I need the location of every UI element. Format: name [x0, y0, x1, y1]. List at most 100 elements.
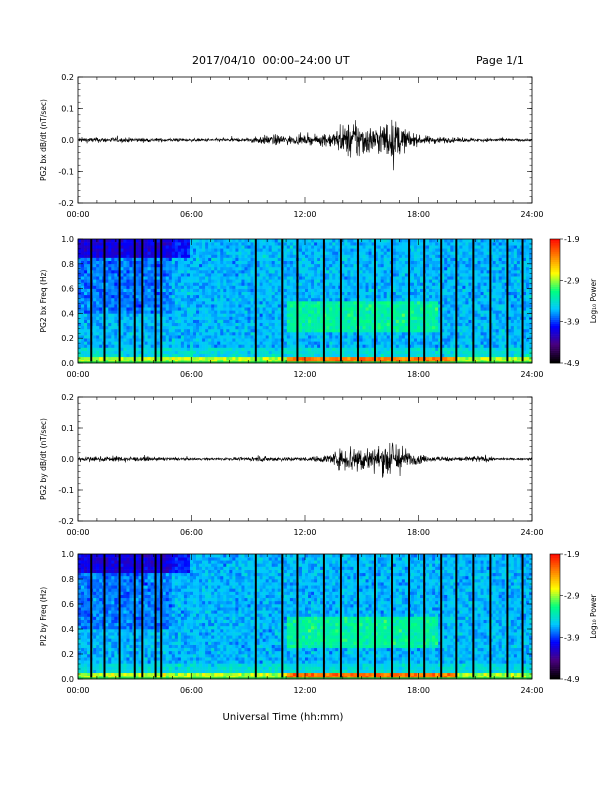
spectrogram-cell: [202, 304, 206, 308]
spectrogram-cell: [199, 254, 203, 258]
spectrogram-cell: [416, 335, 421, 339]
spectrogram-cell: [171, 338, 176, 342]
spectrogram-cell: [168, 297, 173, 302]
spectrogram-cell: [438, 332, 442, 336]
spectrogram-cell: [223, 276, 227, 280]
spectrogram-cell: [226, 344, 230, 348]
spectrogram-cell: [165, 251, 170, 255]
spectrogram-cell: [341, 301, 345, 305]
spectrogram-cell: [380, 353, 384, 358]
spectrogram-cell: [238, 242, 242, 246]
spectrogram-cell: [320, 304, 324, 308]
spectrogram-cell: [214, 242, 218, 246]
spectrogram-cell: [244, 266, 248, 271]
spectrogram-cell: [250, 285, 254, 289]
spectrogram-cell: [314, 332, 318, 336]
spectrogram-cell: [229, 356, 233, 361]
spectrogram-cell: [123, 310, 127, 314]
spectrogram-cell: [386, 313, 391, 317]
spectrogram-cell: [96, 310, 100, 314]
spectrogram-cell: [335, 273, 339, 277]
spectrogram-cell: [341, 332, 345, 336]
spectrogram-cell: [93, 242, 97, 246]
spectrogram-cell: [377, 316, 381, 320]
spectrogram-cell: [87, 291, 91, 296]
spectrogram-cell: [105, 328, 109, 333]
spectrogram-cell: [277, 356, 282, 361]
spectrogram-cell: [329, 285, 333, 289]
spectrogram-cell: [99, 356, 103, 361]
spectrogram-cell: [404, 338, 409, 342]
spectrogram-cell: [126, 335, 130, 339]
spectrogram-cell: [308, 325, 312, 330]
spectrogram-cell: [298, 285, 303, 289]
spectrogram-cell: [223, 294, 227, 299]
spectrogram-cell: [235, 310, 239, 314]
spectrogram-cell: [162, 347, 167, 351]
spectrogram-cell: [274, 347, 279, 351]
spectrogram-cell: [317, 325, 321, 330]
spectrogram-cell: [335, 313, 339, 317]
spectrogram-cell: [120, 245, 124, 249]
spectrogram-cell: [274, 242, 279, 246]
spectrogram-cell: [144, 270, 148, 274]
spectrogram-cell: [329, 260, 333, 265]
spectrogram-cell: [341, 307, 345, 311]
spectrogram-cell: [344, 260, 348, 265]
spectrogram-cell: [289, 291, 294, 296]
spectrogram-cell: [259, 341, 263, 345]
spectrogram-cell: [126, 263, 130, 268]
spectrogram-cell: [162, 285, 167, 289]
spectrogram-cell: [84, 254, 88, 258]
spectrogram-cell: [177, 294, 182, 299]
spectrogram-cell: [183, 313, 188, 317]
spectrogram-cell: [93, 297, 97, 302]
spectrogram-cell: [223, 316, 227, 320]
spectrogram-cell: [229, 301, 233, 305]
spectrogram-cell: [156, 316, 161, 320]
spectrogram-cell: [426, 266, 430, 271]
spectrogram-cell: [326, 257, 330, 261]
spectrogram-cell: [247, 254, 251, 258]
spectrogram-cell: [335, 322, 339, 327]
spectrogram-cell: [81, 254, 85, 258]
spectrogram-cell: [156, 288, 161, 292]
spectrogram-cell: [223, 335, 227, 339]
spectrogram-cell: [262, 239, 266, 243]
spectrogram-cell: [377, 310, 381, 314]
spectrogram-cell: [202, 307, 206, 311]
spectrogram-cell: [368, 310, 372, 314]
spectrogram-cell: [410, 254, 415, 258]
spectrogram-cell: [81, 273, 85, 277]
spectrogram-cell: [362, 316, 366, 320]
spectrogram-cell: [262, 344, 266, 348]
spectrogram-cell: [99, 353, 103, 358]
spectrogram-cell: [398, 304, 403, 308]
spectrogram-cell: [174, 242, 179, 246]
spectrogram-cell: [429, 245, 433, 249]
spectrogram-cell: [441, 251, 445, 255]
y-tick-label: 0.2: [61, 73, 74, 82]
spectrogram-cell: [317, 322, 321, 327]
spectrogram-cell: [208, 310, 212, 314]
spectrogram-cell: [374, 279, 378, 283]
spectrogram-cell: [311, 301, 315, 305]
spectrogram-cell: [286, 276, 291, 280]
spectrogram-cell: [377, 313, 381, 317]
spectrogram-cell: [165, 307, 170, 311]
spectrogram-cell: [368, 266, 372, 271]
spectrogram-cell: [314, 341, 318, 345]
spectrogram-cell: [341, 270, 345, 274]
spectrogram-cell: [135, 332, 139, 336]
spectrogram-cell: [392, 260, 397, 265]
spectrogram-cell: [199, 294, 203, 299]
spectrogram-cell: [177, 356, 182, 361]
spectrogram-cell: [93, 301, 97, 305]
spectrogram-cell: [271, 294, 276, 299]
spectrogram-cell: [383, 325, 388, 330]
spectrogram-cell: [350, 294, 354, 299]
spectrogram-cell: [314, 350, 318, 354]
spectrogram-cell: [416, 316, 421, 320]
spectrogram-cell: [435, 273, 439, 277]
spectrogram-cell: [444, 257, 448, 261]
